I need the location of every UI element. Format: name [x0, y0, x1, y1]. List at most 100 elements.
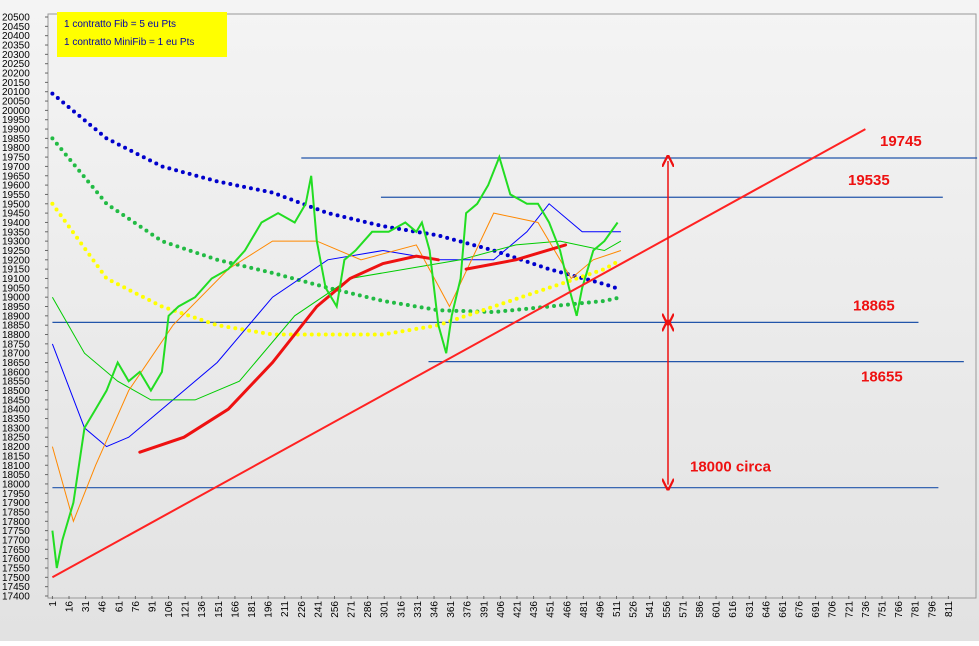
- y-tick-label: 18250: [2, 433, 30, 444]
- x-tick-label: 496: [595, 601, 606, 618]
- y-tick-label: 19600: [2, 181, 30, 192]
- y-tick-label: 20000: [2, 106, 30, 117]
- series-line: [50, 136, 623, 315]
- x-tick-label: 391: [479, 601, 490, 618]
- y-tick-label: 20300: [2, 50, 30, 61]
- y-tick-label: 18300: [2, 423, 30, 434]
- x-tick-label: 136: [197, 601, 208, 618]
- y-tick-label: 18550: [2, 377, 30, 388]
- x-tick-label: 451: [546, 601, 557, 618]
- x-tick-label: 571: [678, 601, 689, 618]
- x-tick-label: 406: [496, 601, 507, 618]
- y-tick-label: 19950: [2, 115, 30, 126]
- x-tick-label: 211: [280, 601, 291, 617]
- y-tick-label: 18200: [2, 442, 30, 453]
- y-tick-label: 19750: [2, 153, 30, 164]
- y-tick-label: 19700: [2, 162, 30, 173]
- x-tick-label: 346: [430, 601, 441, 618]
- x-tick-label: 646: [761, 601, 772, 618]
- x-tick-label: 751: [877, 601, 888, 618]
- x-tick-label: 16: [65, 601, 76, 613]
- y-tick-label: 18850: [2, 321, 30, 332]
- x-tick-label: 91: [147, 601, 158, 613]
- level-label: 18865: [853, 297, 895, 314]
- x-tick-label: 181: [247, 601, 258, 618]
- x-tick-label: 766: [894, 601, 905, 618]
- x-tick-label: 46: [98, 601, 109, 613]
- x-tick-label: 421: [512, 601, 523, 618]
- y-tick-label: 17450: [2, 582, 30, 593]
- level-label: 18000 circa: [690, 459, 772, 476]
- x-tick-label: 436: [529, 601, 540, 618]
- y-tick-label: 18750: [2, 339, 30, 350]
- y-tick-label: 19500: [2, 199, 30, 210]
- x-tick-label: 76: [131, 601, 142, 613]
- y-tick-label: 20400: [2, 31, 30, 42]
- x-tick-label: 361: [446, 601, 457, 618]
- x-tick-label: 1: [48, 601, 59, 607]
- y-tick-label: 18400: [2, 405, 30, 416]
- x-tick-label: 556: [662, 601, 673, 618]
- x-tick-label: 541: [645, 601, 656, 618]
- x-tick-label: 196: [264, 601, 275, 618]
- y-tick-label: 17700: [2, 535, 30, 546]
- series-line: [138, 243, 568, 454]
- y-tick-label: 17650: [2, 545, 30, 556]
- x-tick-label: 736: [861, 601, 872, 618]
- y-tick-label: 17800: [2, 517, 30, 528]
- x-tick-label: 781: [911, 601, 922, 618]
- y-tick-label: 18150: [2, 451, 30, 462]
- x-tick-label: 811: [944, 601, 955, 617]
- x-tick-label: 721: [844, 601, 855, 618]
- y-tick-label: 19550: [2, 190, 30, 201]
- x-tick-label: 706: [828, 601, 839, 618]
- info-box: [57, 12, 227, 57]
- x-tick-label: 586: [695, 601, 706, 618]
- x-tick-label: 106: [164, 601, 175, 618]
- series-line: [51, 128, 866, 579]
- info-line: 1 contratto MiniFib = 1 eu Pts: [64, 37, 194, 48]
- y-tick-label: 18500: [2, 386, 30, 397]
- y-tick-label: 20250: [2, 59, 30, 70]
- y-tick-label: 17850: [2, 507, 30, 518]
- y-tick-label: 18600: [2, 367, 30, 378]
- y-tick-label: 18000: [2, 479, 30, 490]
- y-tick-label: 19000: [2, 293, 30, 304]
- x-tick-label: 331: [413, 601, 424, 618]
- series-line: [51, 240, 622, 401]
- y-tick-label: 18350: [2, 414, 30, 425]
- y-tick-label: 20500: [2, 13, 30, 24]
- series-line: [50, 201, 623, 337]
- y-tick-label: 17400: [2, 592, 30, 603]
- x-tick-label: 286: [363, 601, 374, 618]
- y-tick-label: 17500: [2, 573, 30, 584]
- series-line: [51, 154, 619, 569]
- y-tick-label: 20150: [2, 78, 30, 89]
- x-tick-label: 481: [579, 601, 590, 618]
- y-tick-label: 19900: [2, 125, 30, 136]
- y-tick-label: 17600: [2, 554, 30, 565]
- y-tick-label: 19350: [2, 227, 30, 238]
- y-tick-label: 18700: [2, 349, 30, 360]
- y-tick-label: 18650: [2, 358, 30, 369]
- x-tick-label: 661: [778, 601, 789, 618]
- x-tick-label: 301: [380, 601, 391, 618]
- x-tick-label: 151: [214, 601, 225, 618]
- level-label: 19745: [880, 133, 922, 150]
- y-tick-label: 19850: [2, 134, 30, 145]
- y-tick-label: 17900: [2, 498, 30, 509]
- y-tick-label: 18050: [2, 470, 30, 481]
- x-tick-label: 676: [795, 601, 806, 618]
- y-tick-label: 17550: [2, 563, 30, 574]
- x-tick-label: 61: [114, 601, 125, 613]
- y-tick-label: 18450: [2, 395, 30, 406]
- series-line: [51, 212, 622, 523]
- x-tick-label: 796: [927, 601, 938, 618]
- y-tick-label: 18800: [2, 330, 30, 341]
- y-tick-label: 17750: [2, 526, 30, 537]
- y-tick-label: 19450: [2, 209, 30, 220]
- y-tick-label: 20350: [2, 41, 30, 52]
- x-tick-label: 511: [612, 601, 623, 617]
- x-tick-label: 121: [181, 601, 192, 618]
